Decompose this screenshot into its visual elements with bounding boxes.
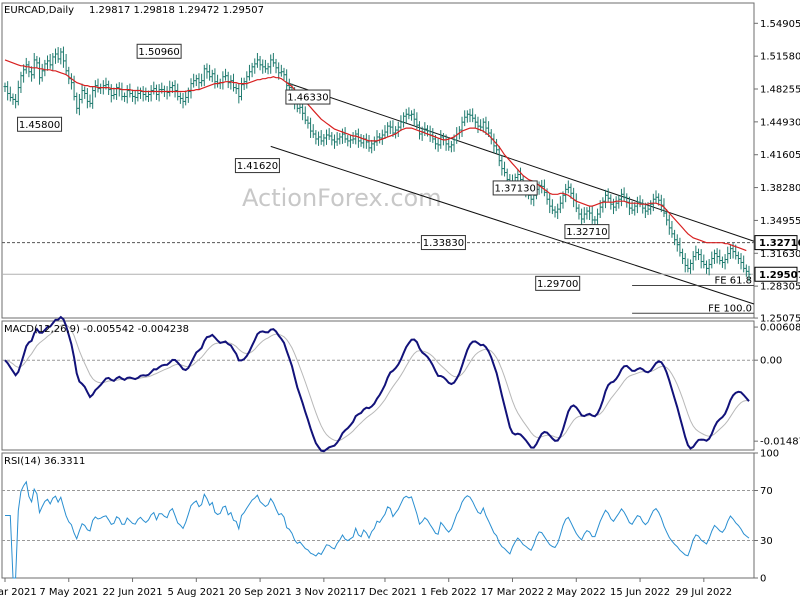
watermark: ActionForex.com — [242, 184, 442, 212]
chart-title: EURCAD,Daily — [4, 5, 74, 16]
fe-level-label: FE 100.0 — [708, 303, 752, 314]
price-axis-tick-label: 1.31630 — [760, 249, 800, 260]
price-label: 1.37130 — [494, 183, 535, 194]
price-panel: FE 61.8 FE 100.0 1.50960 1.45800 1.41620 1.46… — [2, 43, 755, 314]
price-tag: 1.32710 — [759, 238, 800, 249]
x-axis-tick-label: 7 May 2021 — [39, 587, 98, 598]
price-label-box — [492, 180, 538, 196]
axes: 1.54905 1.51580 1.48255 1.44930 1.41605 1.382… — [0, 19, 800, 598]
macd-panel — [2, 315, 754, 453]
rsi-frame — [1, 452, 755, 579]
x-axis-tick-label: 5 Aug 2021 — [167, 587, 225, 598]
price-axis-tick-label: 1.44930 — [760, 117, 800, 128]
panel-frames — [1, 2, 755, 579]
x-axis-tick-label: 1 Feb 2022 — [421, 587, 477, 598]
channel-upper-line — [286, 82, 755, 242]
price-label: 1.29700 — [537, 279, 578, 290]
x-axis-tick-label: 2 May 2022 — [547, 587, 606, 598]
x-axis-tick-label: 24 Mar 2021 — [0, 587, 37, 598]
ohlc-values: 1.29817 1.29818 1.29472 1.29507 — [89, 5, 264, 16]
rsi-line — [5, 480, 750, 579]
price-label: 1.41620 — [237, 161, 278, 172]
price-frame — [1, 2, 755, 319]
macd-frame — [1, 320, 755, 451]
price-label-box — [17, 116, 63, 132]
price-tag-box — [754, 235, 798, 251]
rsi-axis-tick-label: 70 — [760, 486, 773, 497]
price-axis-tick-label: 1.38280 — [760, 183, 800, 194]
moving-average-line — [4, 59, 747, 252]
price-label: 1.32710 — [566, 227, 607, 238]
x-axis-tick-label: 15 Jun 2022 — [610, 587, 670, 598]
macd-axis-tick-label: -0.014876 — [760, 437, 800, 448]
macd-label: MACD(12,26,9) -0.005542 -0.004238 — [4, 324, 189, 335]
price-axis-tick-label: 1.28305 — [760, 282, 800, 293]
price-label: 1.33830 — [423, 238, 464, 249]
macd-axis-tick-label: 0.006084 — [760, 323, 800, 334]
price-label-box — [564, 224, 610, 240]
fe-level-label: FE 61.8 — [714, 275, 752, 286]
chart-title-group: EURCAD,Daily 1.29817 1.29818 1.29472 1.2… — [4, 5, 264, 16]
macd-line — [4, 315, 750, 453]
price-axis-tick-label: 1.51580 — [760, 52, 800, 63]
rsi-axis-tick-label: 0 — [760, 574, 766, 585]
x-axis-tick-label: 20 Sep 2021 — [228, 587, 291, 598]
x-axis-tick-label: 17 Dec 2021 — [353, 587, 417, 598]
channel-lower-line — [270, 145, 755, 305]
price-axis-tick-label: 1.54905 — [760, 19, 800, 30]
x-axis-tick-label: 17 Mar 2022 — [481, 587, 544, 598]
price-label-box — [285, 89, 331, 105]
x-axis-tick-label: 22 Jun 2021 — [102, 587, 162, 598]
rsi-axis-tick-label: 30 — [760, 536, 773, 547]
price-label: 1.45800 — [19, 120, 60, 131]
price-label-box — [136, 43, 182, 59]
macd-signal-line — [4, 323, 750, 442]
price-tag-box — [754, 266, 798, 282]
price-axis-tick-label: 1.48255 — [760, 85, 800, 96]
macd-axis-tick-label: 0.00 — [760, 356, 782, 367]
rsi-label: RSI(14) 36.3311 — [4, 456, 85, 467]
price-label: 1.46330 — [287, 93, 328, 104]
x-axis-tick-label: 29 Jul 2022 — [676, 587, 733, 598]
price-label-box — [535, 275, 581, 291]
price-label-box — [234, 158, 280, 174]
price-axis-tick-label: 1.34955 — [760, 216, 800, 227]
rsi-panel — [2, 480, 754, 579]
rsi-axis-tick-label: 100 — [760, 449, 779, 460]
price-label-box — [420, 235, 466, 251]
price-axis-tick-label: 1.25075 — [760, 314, 800, 325]
price-axis-tick-label: 1.41605 — [760, 150, 800, 161]
x-axis-tick-label: 3 Nov 2021 — [295, 587, 353, 598]
price-tag: 1.29507 — [759, 270, 800, 281]
price-label: 1.50960 — [138, 47, 179, 58]
